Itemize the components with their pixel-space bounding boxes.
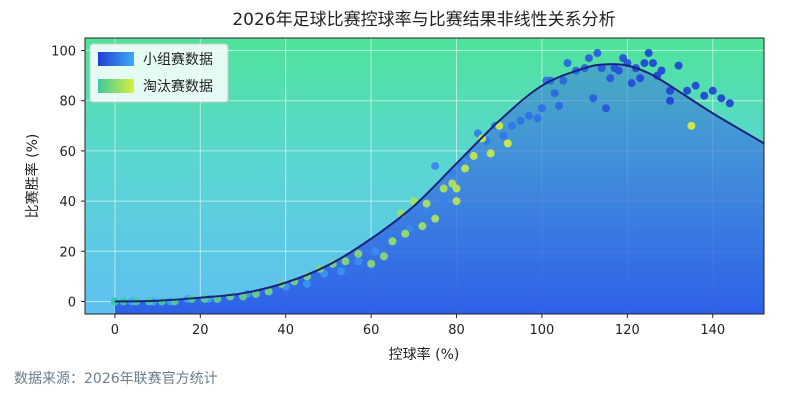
group-stage-point [584,54,593,63]
group-stage-point [636,74,645,83]
knockout-point [452,184,461,193]
trend-line [114,63,764,303]
group-stage-point [499,131,508,140]
group-stage-point [589,94,598,103]
chart-title: 2026年足球比赛控球率与比赛结果非线性关系分析 [232,9,615,30]
group-stage-point [601,104,610,113]
x-tick-label: 80 [448,323,465,338]
group-stage-point [431,161,440,170]
y-tick-label: 20 [59,245,76,260]
x-axis-label: 控球率 (%) [389,346,460,363]
group-stage-point [537,104,546,113]
trend-area-fill [114,64,764,314]
knockout-point [341,257,350,266]
group-stage-point [717,94,726,103]
legend: 小组赛数据 淘汰赛数据 [89,43,229,103]
group-stage-point [674,61,683,70]
knockout-point [431,214,440,223]
y-axis-label: 比赛胜率 (%) [24,134,41,219]
legend-label-knockout: 淘汰赛数据 [143,79,213,95]
source-note: 数据来源：2026年联赛官方统计 [14,371,218,387]
group-stage-point [683,86,692,95]
knockout-point [422,199,431,208]
legend-label-group-stage: 小组赛数据 [143,52,213,68]
trend-area [114,64,764,314]
x-tick-label: 140 [700,323,725,338]
group-stage-point [640,59,649,68]
x-tick-label: 0 [111,323,119,338]
knockout-point [486,149,495,158]
group-stage-point [614,66,623,75]
knockout-point [264,287,273,296]
group-stage-point [700,91,709,100]
knockout-point [354,249,363,258]
group-stage-point [508,121,517,130]
knockout-point [439,184,448,193]
group-stage-point [354,257,363,266]
knockout-point [388,237,397,246]
group-stage-point [371,247,380,256]
group-stage-point [525,111,534,120]
group-stage-point [593,49,602,58]
legend-swatch-group-stage [98,52,134,66]
group-stage-point [597,64,606,73]
group-stage-point [657,66,666,75]
x-axis-ticks: 0 20 40 60 80 100 120 140 [111,314,725,338]
group-stage-point [648,59,657,68]
group-stage-point [516,116,525,125]
group-stage-point [666,96,675,105]
group-stage-point [606,74,615,83]
group-stage-point [303,279,312,288]
group-stage-point [337,267,346,276]
trend-line-layer [114,63,764,303]
x-tick-label: 40 [277,323,294,338]
knockout-point [418,222,427,231]
group-stage-point [725,99,734,108]
group-stage-point [563,59,572,68]
plot-frame [84,37,765,315]
y-tick-label: 100 [51,45,76,60]
y-tick-label: 60 [59,145,76,160]
x-tick-label: 20 [192,323,209,338]
group-stage-point [448,169,457,178]
y-tick-label: 0 [68,295,76,310]
x-tick-label: 120 [615,323,640,338]
y-tick-label: 40 [59,195,76,210]
group-stage-point [644,49,653,58]
y-axis-ticks: 0 20 40 60 80 100 [51,45,85,310]
x-tick-label: 100 [530,323,555,338]
group-stage-point [666,86,675,95]
knockout-point [469,151,478,160]
legend-swatch-knockout [98,79,134,93]
group-stage-point [708,86,717,95]
knockout-point [452,197,461,206]
group-stage-point [691,81,700,90]
knockout-point [503,139,512,148]
knockout-point [367,259,376,268]
plot-area [84,37,765,315]
y-tick-label: 80 [59,95,76,110]
knockout-point [379,252,388,261]
group-stage-point [559,76,568,85]
knockout-point [687,121,696,130]
group-stage-point [627,79,636,88]
knockout-point [401,229,410,238]
group-stage-point [533,114,542,123]
group-stage-point [550,89,559,98]
group-stage-point [422,207,431,216]
group-stage-point [555,101,564,110]
knockout-point [461,164,470,173]
group-stage-point [439,197,448,206]
x-tick-label: 60 [363,323,380,338]
